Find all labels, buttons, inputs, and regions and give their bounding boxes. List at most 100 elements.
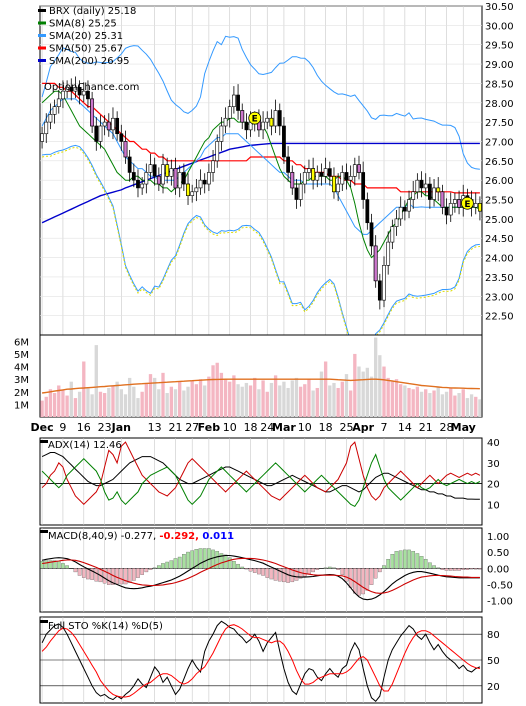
candle-up — [194, 187, 199, 193]
candle-up — [298, 183, 303, 200]
volume-bar — [428, 393, 432, 417]
bollinger-lower-line — [42, 144, 480, 364]
candle-highlight — [269, 117, 274, 127]
macd-histogram-bar — [136, 568, 140, 578]
x-date-label: 21 — [419, 421, 433, 434]
candle-highlight — [357, 164, 361, 173]
volume-bar — [165, 393, 169, 417]
candle-highlight — [332, 176, 336, 193]
macd-title: MACD(8,40,9) -0.277, -0.292, 0.011 — [48, 531, 234, 542]
candle-up — [265, 117, 270, 123]
price-tick-label: 27.00 — [485, 137, 514, 148]
candle-highlight — [440, 191, 445, 208]
macd-histogram-bar — [165, 561, 169, 569]
macd-histogram-bar — [261, 568, 265, 576]
macd-histogram-bar — [56, 561, 61, 569]
candle-down — [402, 206, 407, 212]
candle-highlight — [240, 110, 245, 123]
volume-tick-label: 4M — [14, 363, 29, 374]
candle-up — [56, 98, 61, 107]
stochastic-title: Full STO %K(14) %D(5) — [48, 621, 163, 632]
candle-down — [86, 90, 90, 100]
volume-bar — [361, 371, 365, 417]
candle-up — [52, 106, 57, 115]
volume-bar — [469, 394, 474, 417]
volume-bar — [77, 391, 82, 417]
candle-down — [131, 172, 136, 181]
adx-tick-label: 20 — [487, 480, 500, 491]
volume-bar — [319, 371, 324, 417]
volume-bar — [453, 395, 457, 417]
adx-series-minus_di — [41, 453, 481, 508]
price-tick-label: 24.50 — [485, 234, 514, 245]
volume-bar — [48, 389, 53, 417]
macd-histogram-bar — [478, 568, 482, 570]
macd-histogram-bar — [169, 560, 174, 569]
macd-histogram-bar — [73, 568, 78, 573]
macd-histogram-bar — [365, 568, 370, 591]
macd-histogram-bar — [398, 550, 403, 569]
volume-tick-label: 5M — [14, 350, 29, 361]
volume-bar — [465, 398, 470, 417]
macd-histogram-bar — [415, 553, 420, 569]
candle-down — [377, 280, 382, 301]
macd-histogram-bar — [302, 568, 307, 577]
volume-bar — [161, 372, 165, 417]
volume-bar — [261, 380, 265, 417]
macd-title-text: MACD(8,40,9) -0.277, — [48, 531, 159, 542]
volume-tick-label: 3M — [14, 375, 29, 386]
macd-histogram-bar — [227, 557, 232, 569]
volume-bar — [228, 381, 232, 417]
bollinger-upper-line — [41, 35, 480, 170]
candle-down — [236, 94, 240, 111]
volume-bar — [328, 385, 332, 417]
macd-histogram-bar — [102, 568, 107, 584]
macd-histogram-bar — [182, 554, 186, 569]
volume-bar — [203, 385, 207, 417]
volume-tick-label: 2M — [14, 388, 29, 399]
volume-bar — [236, 384, 240, 417]
candle-down — [115, 117, 120, 135]
volume-bar — [173, 389, 178, 417]
macd-histogram-bar — [457, 568, 461, 571]
candle-up — [315, 172, 320, 181]
candle-up — [352, 164, 357, 177]
macd-histogram-bar — [444, 568, 449, 571]
volume-bar — [424, 389, 428, 417]
sma20-line — [41, 98, 480, 235]
volume-bar — [386, 377, 390, 417]
candle-highlight — [478, 203, 482, 212]
price-tick-label: 24.00 — [485, 254, 514, 265]
candle-highlight — [457, 199, 461, 208]
volume-bar — [69, 381, 73, 417]
volume-bar — [394, 379, 399, 417]
price-tick-label: 22.50 — [485, 312, 514, 323]
candle-down — [77, 86, 82, 96]
adx-tick-label: 10 — [487, 500, 500, 511]
macd-histogram-bar — [40, 561, 44, 569]
macd-tick-label: 0.00 — [487, 564, 509, 575]
candle-up — [177, 172, 182, 189]
candle-up — [140, 183, 145, 189]
volume-bar — [265, 391, 269, 417]
candle-up — [415, 179, 420, 193]
volume-bar — [73, 398, 78, 417]
macd-histogram-bar — [211, 549, 215, 569]
volume-bar — [436, 386, 440, 417]
macd-histogram-bar — [378, 568, 382, 573]
volume-tick-label: 6M — [14, 337, 29, 348]
volume-bar — [369, 376, 374, 417]
volume-bar — [390, 381, 395, 417]
macd-line — [41, 554, 480, 601]
watermark: OptionChance.com — [44, 82, 139, 93]
candle-up — [223, 117, 228, 127]
macd-histogram-bar — [344, 568, 349, 582]
volume-bar — [444, 391, 449, 417]
volume-bar — [332, 382, 336, 417]
x-date-label: Dec — [31, 421, 54, 434]
legend-entry: SMA(50) 25.67 — [49, 44, 123, 55]
candle-up — [227, 106, 232, 119]
price-tick-label: 29.50 — [485, 41, 514, 52]
volume-bar — [315, 387, 319, 417]
candle-up — [423, 183, 428, 189]
